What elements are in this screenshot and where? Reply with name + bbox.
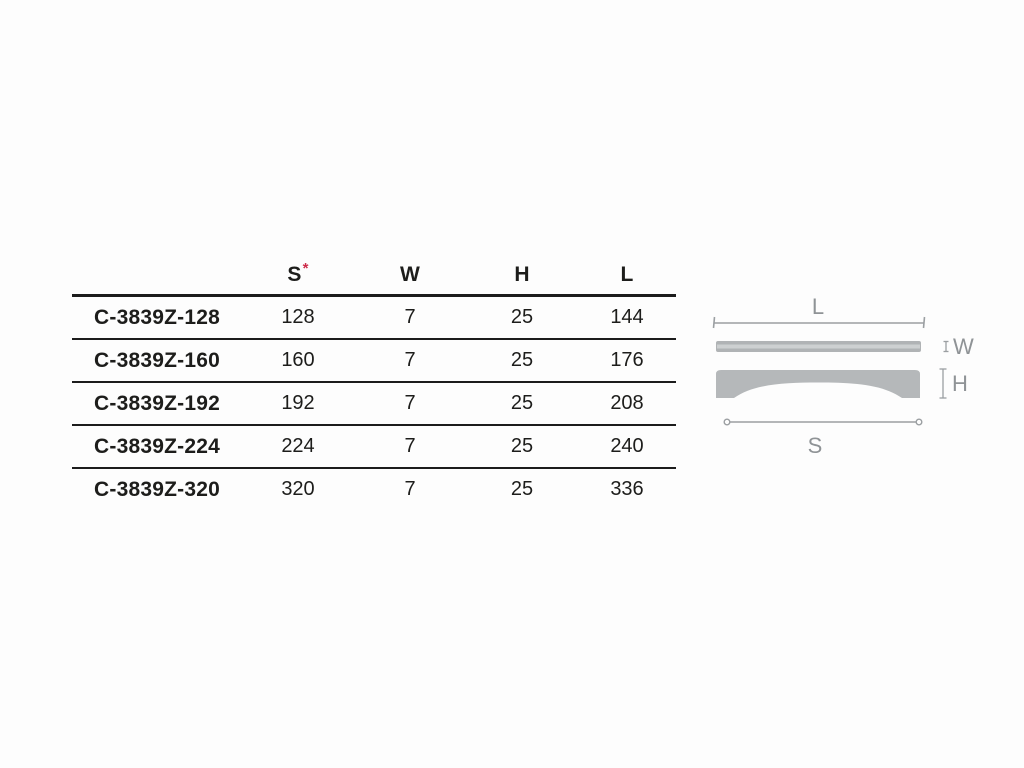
spec-table: S* W H L C-3839Z-128 128 7 25 144 C-3839Z-160… (72, 256, 676, 510)
table-row: C-3839Z-192 192 7 25 208 (72, 382, 676, 426)
header-h: H (466, 256, 578, 297)
model-code-cell: C-3839Z-224 (72, 425, 242, 469)
model-code-cell: C-3839Z-128 (72, 295, 242, 340)
value-cell-l: 240 (578, 425, 676, 469)
model-code-cell: C-3839Z-320 (94, 477, 220, 501)
value-cell-h: 25 (466, 295, 578, 340)
header-l: L (578, 256, 676, 297)
value-cell-h: 25 (466, 425, 578, 469)
value-cell-w: 7 (354, 382, 466, 426)
value-cell-w: 7 (354, 425, 466, 469)
handle-dimension-diagram: L W H S (712, 294, 974, 458)
value-cell-h: 25 (466, 382, 578, 426)
model-code-cell: C-3839Z-160 (72, 339, 242, 383)
spec-table-header: S* W H L (72, 256, 676, 297)
dimension-l: L (712, 294, 926, 329)
dimension-w: W (943, 334, 974, 359)
handle-front-view (716, 370, 920, 398)
dim-label-l: L (812, 294, 824, 319)
header-s: S* (242, 256, 354, 297)
header-model (72, 256, 242, 297)
value-cell-s: 224 (242, 425, 354, 469)
value-cell-s: 320 (281, 478, 315, 500)
value-cell-l: 176 (578, 339, 676, 383)
value-cell-w: 7 (354, 339, 466, 383)
dim-label-h: H (952, 371, 968, 396)
value-cell-s: 192 (242, 382, 354, 426)
value-cell-h: 25 (466, 339, 578, 383)
table-row: C-3839Z-160 160 7 25 176 (72, 339, 676, 383)
required-asterisk: * (302, 260, 309, 277)
header-s-label: S (287, 263, 302, 286)
dim-label-s: S (808, 433, 823, 458)
table-row: C-3839Z-128 128 7 25 144 (72, 295, 676, 340)
value-cell-l: 336 (610, 478, 644, 500)
dimension-s: S (723, 418, 923, 458)
value-cell-l: 208 (578, 382, 676, 426)
value-cell-s: 160 (242, 339, 354, 383)
header-w: W (354, 256, 466, 297)
handle-top-view (716, 341, 921, 352)
dim-label-w: W (953, 334, 974, 359)
model-code-cell: C-3839Z-192 (72, 382, 242, 426)
spec-table-body: C-3839Z-128 128 7 25 144 C-3839Z-160 160 7 25 176… (72, 295, 676, 511)
table-row: C-3839Z-320 320 7 25 336 (72, 468, 676, 510)
value-cell-h: 25 (510, 478, 534, 500)
table-row: C-3839Z-224 224 7 25 240 (72, 425, 676, 469)
value-cell-l: 144 (578, 295, 676, 340)
value-cell-w: 7 (404, 478, 416, 500)
value-cell-s: 128 (242, 295, 354, 340)
value-cell-w: 7 (354, 295, 466, 340)
header-row: S* W H L (72, 256, 676, 297)
dimension-h: H (939, 368, 968, 399)
